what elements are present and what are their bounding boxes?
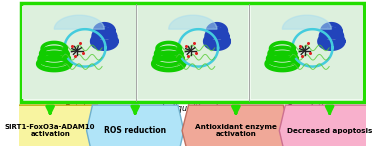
Text: ROS reduction: ROS reduction [104,126,166,135]
Bar [251,6,363,99]
Text: SIRT1-FoxO3a-ADAM10
activation: SIRT1-FoxO3a-ADAM10 activation [5,124,95,137]
Polygon shape [169,15,217,29]
Text: Isoliquiritigenin: Isoliquiritigenin [162,104,224,113]
Text: Butein: Butein [65,104,91,113]
Polygon shape [87,105,184,146]
Polygon shape [182,105,290,146]
Polygon shape [279,105,378,146]
Text: Antioxidant enzyme
activation: Antioxidant enzyme activation [195,124,277,137]
Text: Scopoletin: Scopoletin [287,104,329,113]
FancyBboxPatch shape [21,3,364,102]
Text: Decreased apoptosis: Decreased apoptosis [287,128,372,134]
Polygon shape [54,15,104,29]
Polygon shape [0,105,104,146]
Bar [138,6,248,99]
Polygon shape [282,15,332,29]
Bar [22,6,136,99]
